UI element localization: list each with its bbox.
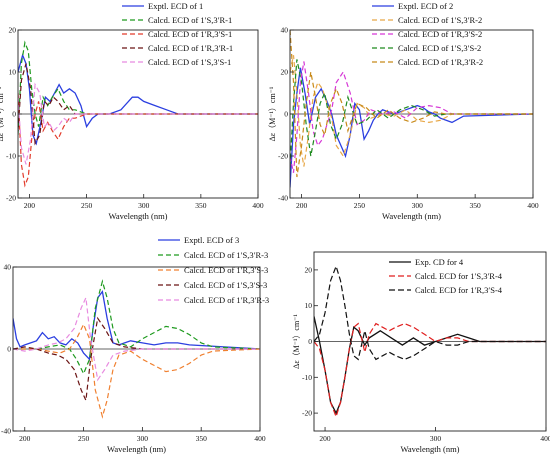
x-tick-label: 350 (470, 201, 482, 210)
y-tick-label: -20 (278, 152, 288, 161)
y-tick-label: -10 (302, 373, 312, 382)
legend-label: Exptl. ECD of 3 (184, 235, 239, 245)
chart-panel-1: 200 250 300 350 400 -20 -10 0 10 20 Wavelength (nm… (0, 1, 264, 221)
series-line-3 (314, 264, 546, 361)
x-axis-label: Wavelength (nm) (107, 444, 166, 454)
y-tick-label: -20 (302, 409, 312, 418)
x-tick-label: 200 (319, 434, 331, 443)
series-line-5 (290, 30, 533, 178)
x-tick-label: 300 (137, 434, 149, 443)
legend-label: Calcd. ECD of 1′S,3′S-3 (184, 280, 267, 290)
legend-label: Calcd. ECD of 1′S,3′S-2 (398, 43, 481, 53)
y-axis-label: Δε（M⁻¹）cm⁻¹ (268, 86, 277, 141)
legend-label: Exptl. ECD of 1 (148, 1, 203, 11)
x-tick-label: 400 (252, 201, 264, 210)
x-tick-label: 300 (430, 434, 442, 443)
y-tick-label: 0 (284, 110, 288, 119)
series-line-4 (13, 316, 260, 403)
x-tick-label: 300 (412, 201, 424, 210)
y-tick-label: 40 (4, 263, 12, 272)
series-line-5 (13, 295, 260, 382)
legend-label: Calcd. ECD for 1′S,3′R-4 (415, 271, 503, 281)
y-tick-label: 0 (308, 337, 312, 346)
x-tick-label: 250 (81, 201, 93, 210)
series-line-5 (18, 82, 258, 165)
series-line-3 (18, 92, 258, 188)
chart-panel-2: 200 250 300 350 400 -40 -20 0 20 40 Wavelength (nm… (268, 1, 539, 221)
series-line-3 (13, 322, 260, 419)
x-axis-label: Wavelength (nm) (382, 211, 441, 221)
legend-label: Calcd. ECD of 1′R,3′S-1 (148, 29, 232, 39)
x-tick-label: 200 (296, 201, 308, 210)
y-tick-label: 10 (305, 301, 313, 310)
x-tick-label: 400 (254, 434, 266, 443)
x-tick-label: 350 (195, 201, 207, 210)
y-tick-label: 40 (281, 26, 289, 35)
x-tick-label: 200 (19, 434, 31, 443)
x-tick-label: 350 (196, 434, 208, 443)
x-tick-label: 250 (78, 434, 90, 443)
y-axis-label: Δε（M⁻¹）cm⁻¹ (0, 86, 5, 141)
y-tick-label: -40 (278, 194, 288, 203)
y-tick-label: 0 (7, 345, 11, 354)
y-tick-label: 20 (305, 265, 313, 274)
x-tick-label: 200 (24, 201, 36, 210)
x-tick-label: 300 (138, 201, 150, 210)
series-line-1 (314, 316, 546, 415)
legend-label: Calcd. ECD of 1′S,3′R-3 (184, 250, 268, 260)
series-line-3 (290, 61, 533, 173)
series-line-2 (290, 55, 533, 167)
legend-label: Calcd. ECD of 1′R,3′S-2 (398, 29, 482, 39)
legend-label: Calcd. ECD of 1′R,3′R-1 (148, 43, 233, 53)
series-line-2 (18, 40, 258, 136)
legend-label: Calcd. ECD of 1′R,3′R-2 (398, 57, 483, 67)
legend-label: Calcd. ECD of 1′R,3′R-3 (184, 295, 269, 305)
legend-label: Exptl. ECD of 2 (398, 1, 453, 11)
x-axis-label: Wavelength (nm) (108, 211, 167, 221)
y-tick-label: 10 (9, 68, 17, 77)
legend-label: Calcd. ECD of 1′S,3′R-1 (148, 15, 232, 25)
x-tick-label: 250 (354, 201, 366, 210)
series-line-2 (13, 279, 260, 376)
x-axis-label: Wavelength (nm) (400, 444, 459, 454)
legend-label: Calcd. ECD of 1′S,3′R-2 (398, 15, 482, 25)
x-tick-label: 400 (527, 201, 539, 210)
y-tick-label: 20 (9, 26, 17, 35)
y-tick-label: -20 (6, 194, 16, 203)
x-tick-label: 400 (540, 434, 550, 443)
series-line-4 (290, 59, 533, 167)
series-line-1 (13, 290, 260, 361)
y-axis-label: Δε（M⁻¹）cm⁻¹ (292, 314, 301, 369)
chart-panel-4: 200 300 400 -20 -10 0 10 20 Wavelength (nm) Δε（M⁻… (292, 251, 550, 454)
legend-label: Calcd. ECD of 1′R,3′S-3 (184, 265, 268, 275)
legend-label: Exp. CD for 4 (415, 257, 464, 267)
y-tick-label: 20 (281, 68, 289, 77)
series-line-2 (314, 322, 546, 419)
y-tick-label: -10 (6, 152, 16, 161)
legend-label: Calcd. ECD for 1′R,3′S-4 (415, 285, 503, 295)
legend-label: Calcd. ECD of 1′S,3′S-1 (148, 57, 231, 67)
y-tick-label: -40 (1, 427, 11, 436)
series-line-4 (18, 63, 258, 146)
y-tick-label: 0 (12, 110, 16, 119)
